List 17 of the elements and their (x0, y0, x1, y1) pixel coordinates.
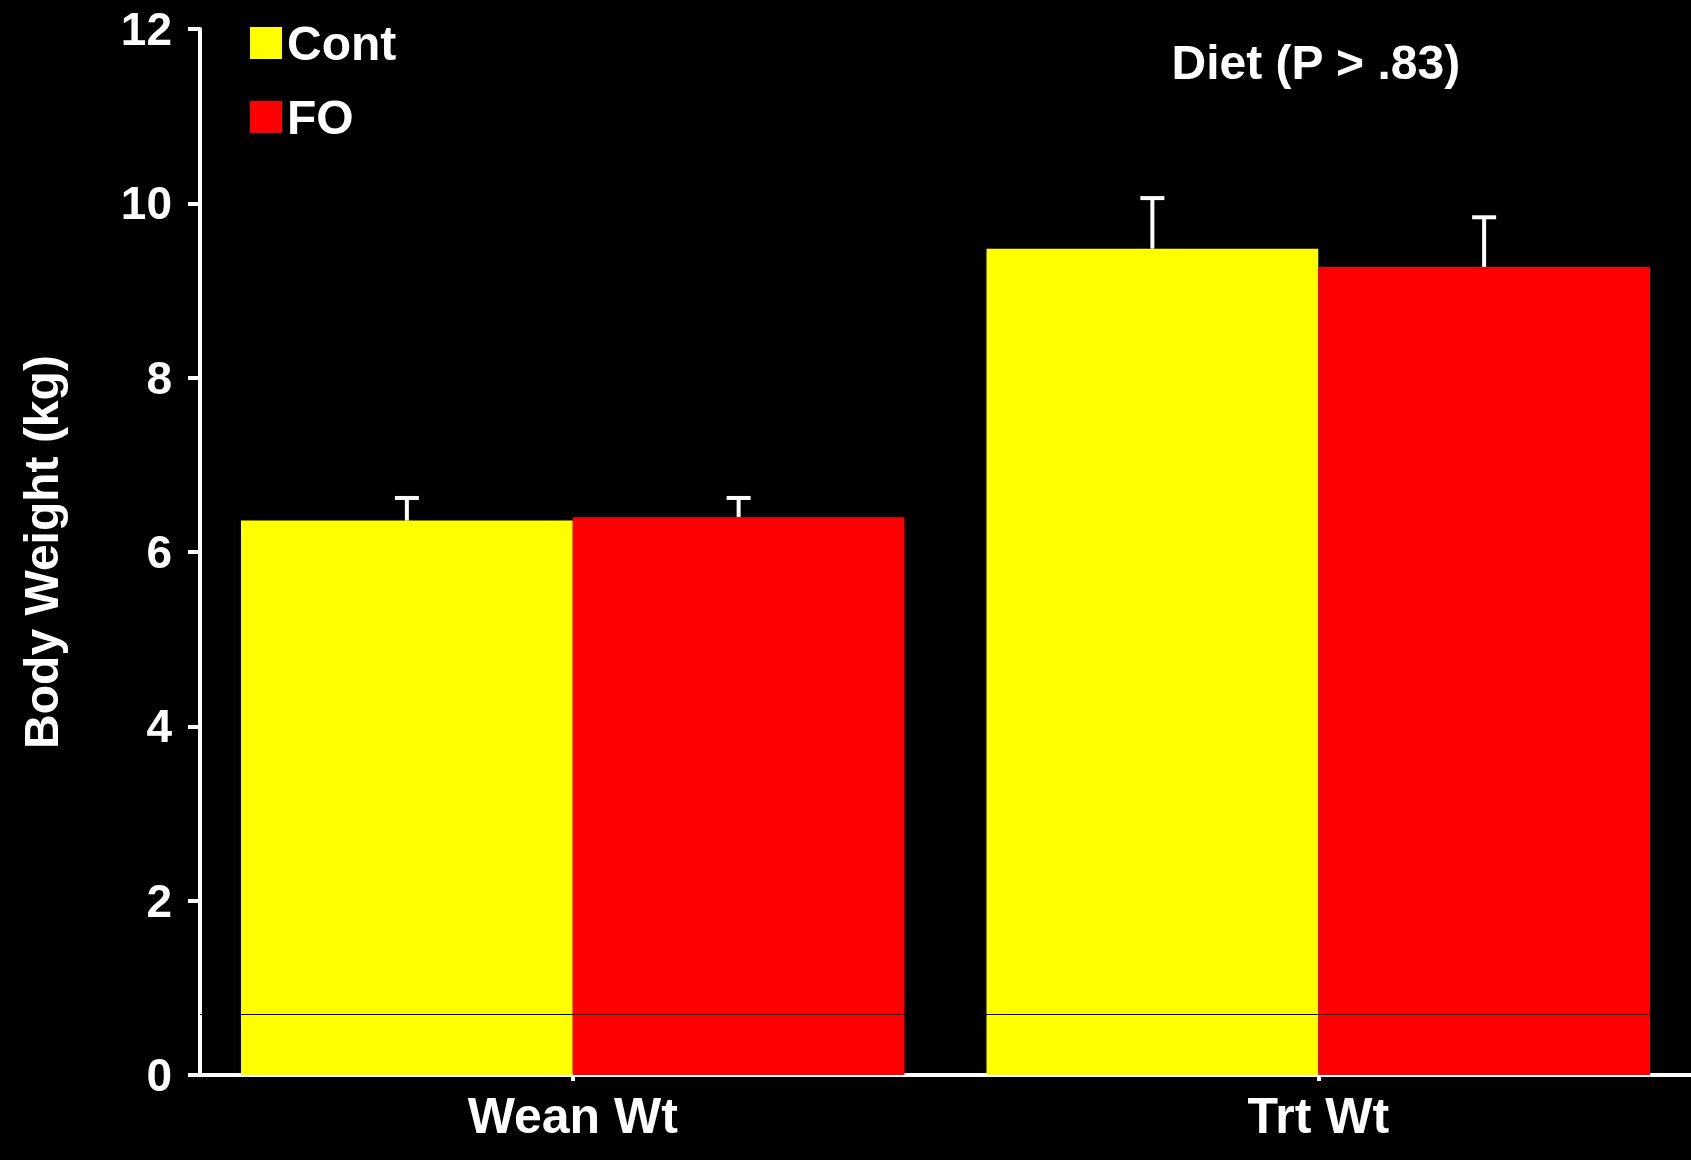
x-tick-label: Trt Wt (1247, 1088, 1390, 1144)
legend-label: Cont (287, 16, 397, 70)
y-tick-label: 2 (146, 874, 172, 927)
bar (572, 517, 905, 1075)
y-tick-label: 6 (146, 526, 172, 578)
y-tick-label: 10 (120, 177, 172, 230)
y-tick-label: 8 (146, 351, 172, 404)
x-tick-label: Wean Wt (467, 1088, 679, 1144)
bar (1318, 266, 1650, 1075)
bar (986, 248, 1319, 1075)
bar (241, 520, 573, 1075)
annotation: Diet (P > .83) (1171, 35, 1461, 89)
legend-label: FO (287, 90, 354, 144)
y-tick-label: 12 (120, 3, 172, 55)
y-tick-label: 4 (146, 700, 173, 753)
y-tick-label: 0 (146, 1049, 172, 1101)
y-axis-title: Body Weight (kg) (14, 355, 68, 749)
